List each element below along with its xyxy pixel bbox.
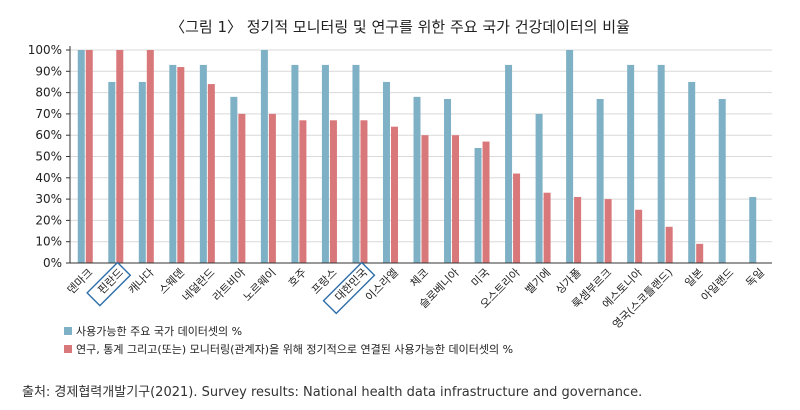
bar-linked bbox=[207, 84, 215, 263]
x-tick-group: 노르웨이 bbox=[241, 266, 279, 304]
x-tick-label: 라트비아 bbox=[210, 266, 248, 304]
bar-available bbox=[108, 81, 116, 263]
x-tick-group: 캐나다 bbox=[126, 266, 157, 297]
bar-available bbox=[627, 64, 635, 263]
x-tick-label: 캐나다 bbox=[126, 266, 157, 297]
y-axis: 0% 10% 20% 30% 40% 50% 60% 70% 80% 90% 100% bbox=[28, 43, 71, 270]
y-tick-label: 70% bbox=[35, 107, 62, 121]
y-tick-label: 80% bbox=[35, 86, 62, 100]
bar-available bbox=[596, 98, 604, 264]
bar-linked bbox=[116, 50, 124, 263]
bar-linked bbox=[329, 120, 337, 263]
bar-available bbox=[230, 96, 238, 263]
bar-linked bbox=[177, 67, 185, 263]
x-tick-label: 아일랜드 bbox=[698, 265, 737, 304]
x-tick-label: 독일 bbox=[743, 265, 767, 289]
x-tick-group: 독일 bbox=[743, 265, 767, 289]
bar-linked bbox=[452, 135, 460, 263]
highlight-box bbox=[86, 261, 132, 307]
bar-linked bbox=[604, 199, 612, 263]
bar-linked bbox=[543, 192, 551, 263]
x-tick-group: 핀란드 bbox=[86, 261, 132, 307]
y-tick-label: 10% bbox=[35, 235, 62, 249]
bar-available bbox=[169, 64, 177, 263]
x-tick-label: 네덜란드 bbox=[180, 266, 218, 304]
bar-available bbox=[749, 196, 757, 263]
bar-linked bbox=[696, 243, 704, 263]
bar-linked bbox=[238, 113, 246, 264]
bar-linked bbox=[665, 226, 673, 263]
bar-available bbox=[199, 64, 207, 263]
bar-available bbox=[657, 64, 665, 263]
y-tick-label: 90% bbox=[35, 64, 62, 78]
x-tick-label: 체코 bbox=[408, 266, 432, 290]
bar-available bbox=[321, 64, 329, 263]
bar-available bbox=[260, 50, 268, 263]
bar-linked bbox=[482, 141, 490, 263]
bar-available bbox=[291, 64, 299, 263]
x-tick-group: 이스라엘 bbox=[363, 266, 401, 304]
bar-linked bbox=[421, 135, 429, 263]
bar-linked bbox=[299, 120, 307, 263]
x-tick-label: 노르웨이 bbox=[241, 266, 279, 304]
y-tick-label: 100% bbox=[28, 43, 62, 57]
bar-available bbox=[413, 96, 421, 263]
x-tick-group: 라트비아 bbox=[210, 266, 248, 304]
bar-linked bbox=[635, 209, 643, 263]
chart-title: 〈그림 1〉 정기적 모니터링 및 연구를 위한 주요 국가 건강데이터의 비율 bbox=[170, 18, 630, 36]
bar-available bbox=[444, 98, 452, 264]
y-tick-label: 30% bbox=[35, 192, 62, 206]
x-tick-group: 호주 bbox=[286, 266, 310, 290]
legend-label: 사용가능한 주요 국가 데이터셋의 % bbox=[76, 325, 242, 338]
x-tick-group: 미국 bbox=[469, 266, 493, 290]
y-tick-label: 0% bbox=[43, 256, 62, 270]
source-note: 출처: 경제협력개발기구(2021). Survey results: Nati… bbox=[22, 385, 642, 400]
x-tick-label: 핀란드 bbox=[95, 266, 126, 297]
legend-swatch bbox=[64, 327, 72, 335]
bar-available bbox=[474, 147, 482, 263]
x-tick-label: 덴마크 bbox=[65, 266, 96, 297]
x-tick-group: 체코 bbox=[408, 266, 432, 290]
y-tick-label: 40% bbox=[35, 171, 62, 185]
x-tick-group: 일본 bbox=[682, 265, 706, 289]
legend: 사용가능한 주요 국가 데이터셋의 % 연구, 통계 그리고(또는) 모니터링(관… bbox=[64, 325, 513, 356]
bar-available bbox=[382, 81, 390, 263]
x-tick-label: 이스라엘 bbox=[363, 266, 401, 304]
x-tick-group: 네덜란드 bbox=[180, 266, 218, 304]
bar-linked bbox=[146, 50, 154, 263]
bar-available bbox=[505, 64, 513, 263]
bar-available bbox=[718, 98, 726, 264]
bar-linked bbox=[390, 126, 398, 264]
bar-linked bbox=[85, 50, 93, 263]
bar-linked bbox=[360, 120, 368, 263]
bar-available bbox=[77, 50, 85, 263]
x-tick-label: 벨기에 bbox=[523, 266, 554, 297]
x-tick-label: 미국 bbox=[469, 266, 493, 290]
bar-available bbox=[688, 81, 696, 263]
bar-available bbox=[566, 50, 574, 263]
highlight-box bbox=[322, 261, 376, 315]
x-tick-group: 아일랜드 bbox=[698, 265, 737, 304]
bar-linked bbox=[513, 173, 521, 263]
bars bbox=[77, 50, 757, 264]
bar-available bbox=[535, 113, 543, 264]
bar-linked bbox=[268, 113, 276, 264]
legend-swatch bbox=[64, 345, 72, 353]
bar-available bbox=[352, 64, 360, 263]
y-tick-label: 20% bbox=[35, 213, 62, 227]
x-tick-group: 벨기에 bbox=[523, 266, 554, 297]
y-tick-label: 60% bbox=[35, 128, 62, 142]
legend-label: 연구, 통계 그리고(또는) 모니터링(관계자)을 위해 정기적으로 연결된 사… bbox=[76, 342, 513, 356]
y-tick-label: 50% bbox=[35, 150, 62, 164]
x-tick-label: 일본 bbox=[682, 265, 706, 289]
bar-linked bbox=[574, 196, 582, 263]
gridlines bbox=[70, 49, 772, 243]
bar-available bbox=[138, 81, 146, 263]
x-tick-label: 호주 bbox=[286, 266, 310, 290]
x-tick-group: 덴마크 bbox=[65, 266, 96, 297]
